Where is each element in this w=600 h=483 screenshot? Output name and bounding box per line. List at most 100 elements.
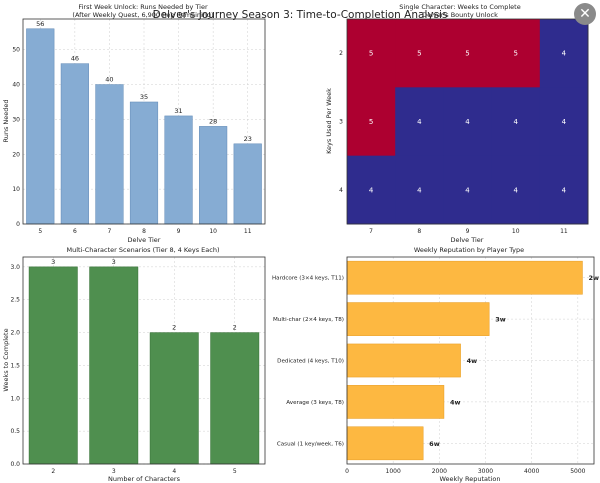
heatmap-x-tick-label: 8: [417, 228, 421, 235]
runs-chart-subtitle: (After Weekly Quest, 6,900 Rep Remaining…: [72, 11, 213, 19]
multichar-y-tick-label: 1.0: [10, 395, 20, 402]
reputation-bar: [346, 260, 583, 295]
reputation-bar-weeks-label: 6w: [429, 440, 440, 448]
reputation-bar-weeks-label: 4w: [467, 357, 478, 365]
runs-x-tick-label: 5: [38, 228, 42, 235]
multichar-bar: [210, 332, 260, 465]
runs-bar-value-label: 35: [140, 93, 148, 101]
reputation-chart-xlabel: Weekly Reputation: [440, 475, 501, 483]
heatmap-cell: [395, 19, 444, 88]
heatmap-cell-value: 5: [513, 50, 517, 58]
runs-bar-value-label: 46: [71, 55, 79, 63]
reputation-x-tick-label: 4000: [524, 468, 539, 475]
multichar-chart-xlabel: Number of Characters: [108, 475, 181, 483]
heatmap-cell: [395, 155, 444, 225]
reputation-y-tick-label: Dedicated (4 keys, T10): [277, 359, 344, 365]
heatmap-y-tick-label: 2: [339, 50, 343, 57]
runs-bar: [60, 63, 89, 225]
heatmap-cell-value: 4: [513, 118, 518, 126]
reputation-bar: [346, 343, 461, 378]
multichar-chart-title: Multi-Character Scenarios (Tier 8, 4 Key…: [67, 246, 220, 254]
heatmap-cell-value: 4: [369, 186, 374, 194]
heatmap-x-tick-label: 10: [512, 228, 520, 235]
reputation-x-tick-label: 1000: [386, 468, 401, 475]
panel-runs-needed: First Week Unlock: Runs Needed by Tier (…: [2, 3, 266, 244]
multichar-y-tick-label: 2.5: [10, 297, 20, 304]
multichar-y-tick-label: 0.0: [10, 461, 20, 468]
multichar-chart-ylabel: Weeks to Complete: [2, 328, 10, 391]
runs-chart-frame: [22, 18, 266, 225]
runs-bar-value-label: 28: [209, 117, 217, 125]
heatmap-cell: [443, 87, 493, 157]
close-icon: ✕: [579, 6, 591, 22]
heatmap-cell: [491, 19, 541, 88]
runs-bar-value-label: 56: [36, 20, 44, 28]
heatmap-cell-value: 4: [562, 118, 567, 126]
runs-x-tick-label: 8: [142, 228, 146, 235]
multichar-chart-frame: [22, 256, 266, 465]
close-button[interactable]: ✕: [574, 3, 596, 25]
heatmap-cell: [347, 87, 396, 157]
heatmap-cells: [347, 19, 589, 225]
multichar-bar-value-label: 3: [112, 258, 116, 266]
multichar-chart-x-ticks: 2 3 4 5: [51, 468, 237, 475]
heatmap-cell-value: 5: [465, 50, 469, 58]
heatmap-y-tick-label: 3: [339, 119, 343, 126]
heatmap-cell-labels: 5 5 5 5 4 5 4 4 4 4 4 4 4 4 4: [369, 50, 567, 195]
heatmap-cell-value: 4: [513, 186, 518, 194]
runs-bar: [199, 126, 228, 225]
heatmap-cell-value: 4: [417, 118, 422, 126]
reputation-chart-y-ticks: Hardcore (3×4 keys, T11) Multi-char (2×4 …: [272, 276, 344, 448]
runs-chart-title: First Week Unlock: Runs Needed by Tier: [78, 3, 208, 11]
multichar-y-tick-label: 0.5: [10, 428, 20, 435]
heatmap-cell-value: 5: [369, 118, 373, 126]
reputation-chart-bars: [346, 260, 583, 461]
runs-bar: [95, 84, 124, 225]
multichar-chart-bar-labels: 3 3 2 2: [51, 258, 237, 332]
multichar-bar: [28, 266, 78, 465]
runs-y-tick-label: 40: [12, 82, 20, 89]
multichar-x-tick-label: 4: [172, 468, 176, 475]
heatmap-cell-value: 5: [369, 50, 373, 58]
runs-y-tick-label: 50: [12, 47, 20, 54]
heatmap-cell: [539, 155, 589, 225]
heatmap-cell: [539, 19, 589, 88]
heatmap-cell: [347, 19, 396, 88]
heatmap-xlabel: Delve Tier: [451, 236, 484, 244]
heatmap-x-tick-label: 7: [369, 228, 373, 235]
reputation-x-tick-label: 3000: [478, 468, 493, 475]
runs-x-tick-label: 9: [177, 228, 181, 235]
heatmap-title: Single Character: Weeks to Complete: [399, 3, 520, 11]
heatmap-x-ticks: 7 8 9 10 11: [369, 228, 568, 235]
runs-bar-value-label: 40: [105, 76, 113, 84]
multichar-x-tick-label: 5: [233, 468, 237, 475]
runs-bar-value-label: 31: [174, 107, 182, 115]
heatmap-cell-value: 4: [465, 186, 470, 194]
figure-title: Delver's Journey Season 3: Time-to-Compl…: [153, 9, 448, 21]
heatmap-cell: [539, 87, 589, 157]
reputation-bar: [346, 385, 445, 419]
heatmap-cell-value: 4: [562, 50, 567, 58]
runs-chart-x-ticks: 5 6 7 8 9 10 11: [38, 228, 251, 235]
runs-x-tick-label: 6: [73, 228, 77, 235]
heatmap-cell-value: 4: [562, 186, 567, 194]
reputation-x-tick-label: 2000: [432, 468, 447, 475]
multichar-bar-value-label: 3: [51, 258, 55, 266]
multichar-bar-value-label: 2: [233, 324, 237, 332]
reputation-chart-title: Weekly Reputation by Player Type: [414, 246, 524, 254]
reputation-y-tick-label: Hardcore (3×4 keys, T11): [272, 276, 344, 282]
heatmap-cell-value: 5: [417, 50, 421, 58]
heatmap-cell: [347, 155, 396, 225]
heatmap-cell: [443, 155, 493, 225]
reputation-bar-weeks-label: 4w: [450, 398, 461, 406]
panel-weekly-reputation: Weekly Reputation by Player Type 2w3w4w4…: [272, 246, 599, 483]
heatmap-subtitle: Delver's Bounty Unlock: [422, 11, 498, 19]
heatmap-y-tick-label: 4: [339, 187, 343, 194]
runs-y-tick-label: 0: [16, 221, 20, 228]
runs-y-tick-label: 10: [12, 186, 20, 193]
heatmap-cell-value: 4: [417, 186, 422, 194]
runs-chart-xlabel: Delve Tier: [128, 236, 161, 244]
heatmap-cell-value: 4: [465, 118, 470, 126]
heatmap-cell: [491, 155, 541, 225]
